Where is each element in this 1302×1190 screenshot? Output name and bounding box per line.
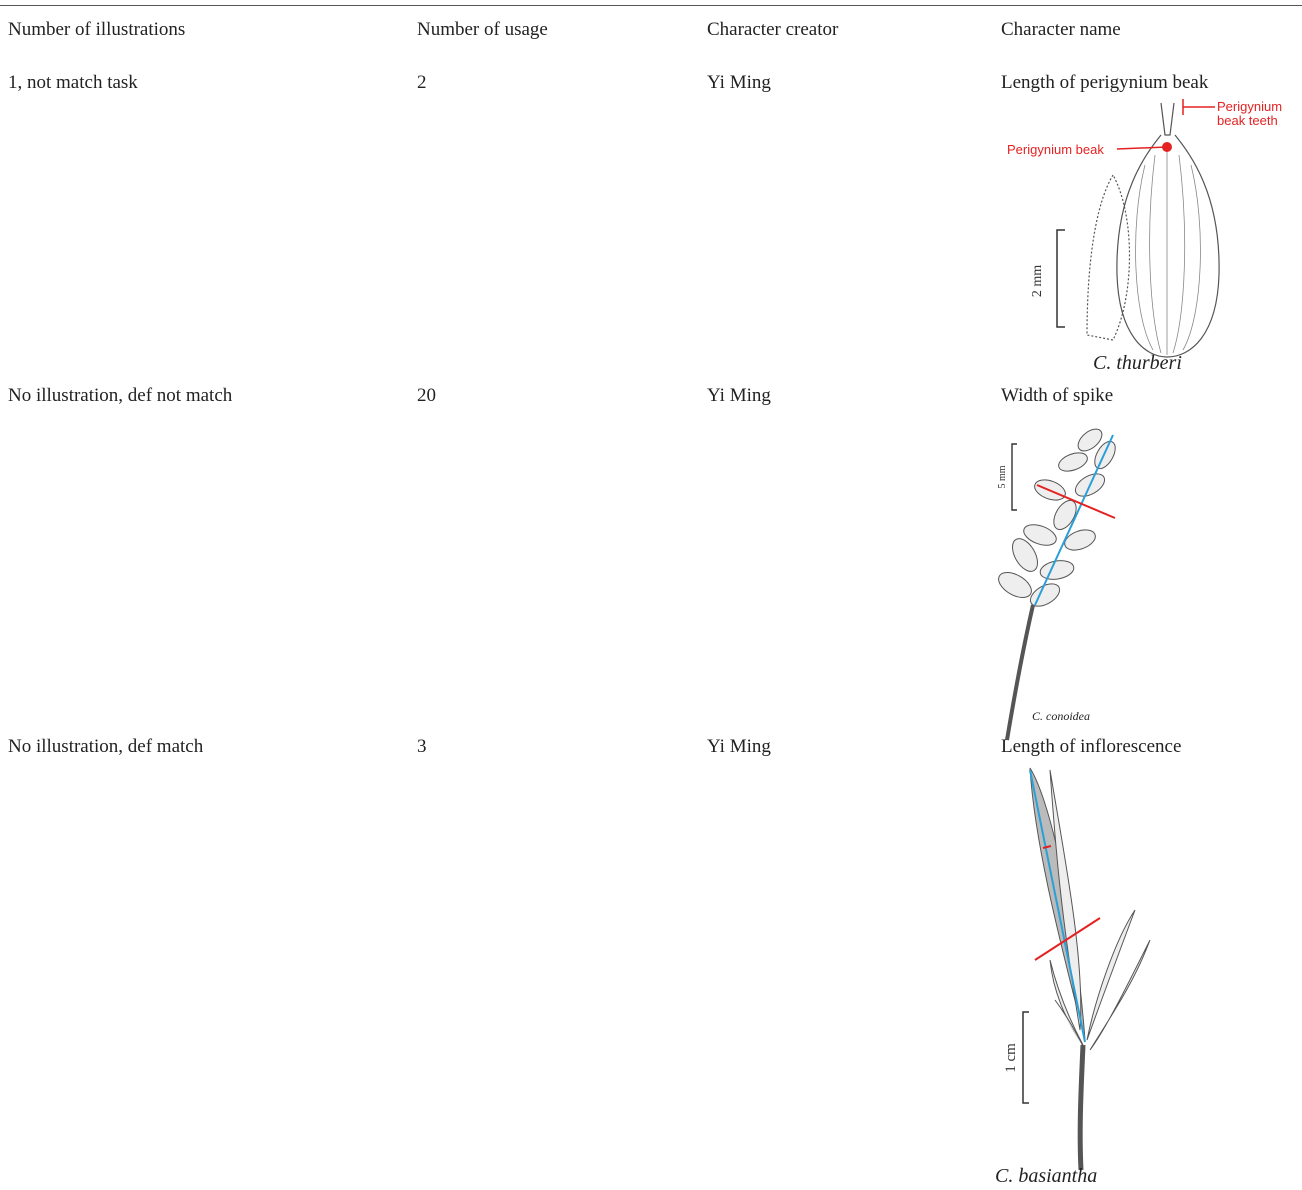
- cell: 1, not match task: [8, 72, 138, 94]
- illustration: 5 mm C. conoidea: [995, 410, 1295, 750]
- top-rule: [0, 5, 1302, 6]
- page: Number of illustrations Number of usage …: [0, 0, 1302, 1190]
- cell: Yi Ming: [707, 72, 771, 94]
- cell: 3: [417, 736, 427, 758]
- scale-label: 1 cm: [1003, 1043, 1019, 1073]
- cell: Width of spike: [1001, 385, 1113, 407]
- header-cell: Character creator: [707, 19, 838, 41]
- cell: Yi Ming: [707, 385, 771, 407]
- annotation: Perigynium: [1217, 99, 1282, 114]
- illustration: 2 mm Perigynium beak Perigynium beak tee…: [995, 95, 1295, 377]
- annotation: Perigynium beak: [1007, 142, 1104, 157]
- header-cell: Number of illustrations: [8, 19, 185, 41]
- cell: No illustration, def match: [8, 736, 203, 758]
- cell: 2: [417, 72, 427, 94]
- species-label: C. basiantha: [995, 1165, 1097, 1187]
- header-cell: Number of usage: [417, 19, 548, 41]
- cell: 20: [417, 385, 436, 407]
- illustration: 1 cm C. basiantha: [995, 760, 1295, 1190]
- species-label: C. conoidea: [1032, 709, 1090, 723]
- scale-label: 2 mm: [1030, 265, 1045, 297]
- species-label: C. thurberi: [1093, 352, 1182, 374]
- header-cell: Character name: [1001, 19, 1121, 41]
- annotation: beak teeth: [1217, 113, 1278, 128]
- cell: Length of perigynium beak: [1001, 72, 1208, 94]
- scale-label: 5 mm: [997, 465, 1008, 488]
- cell: Yi Ming: [707, 736, 771, 758]
- cell: No illustration, def not match: [8, 385, 232, 407]
